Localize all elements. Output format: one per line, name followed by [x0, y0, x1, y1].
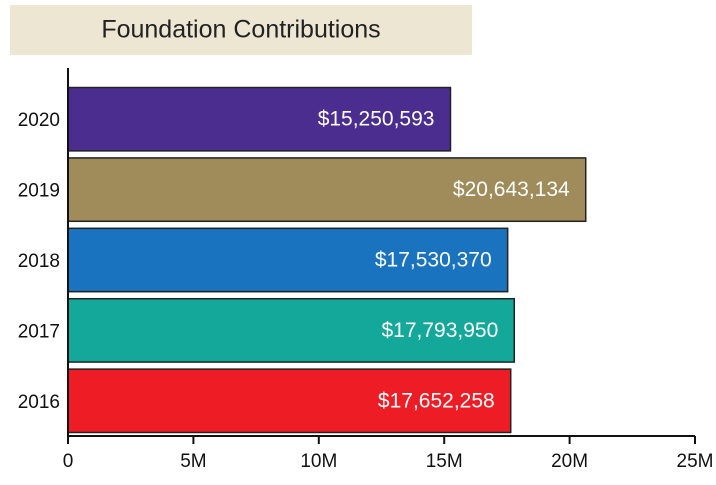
y-tick-label: 2017: [18, 321, 60, 342]
bar: [67, 368, 512, 434]
x-tick-label: 15M: [426, 451, 463, 472]
x-tick-label: 25M: [677, 451, 714, 472]
bar: [67, 86, 452, 152]
data-label: $15,250,593: [318, 108, 435, 131]
y-tick-label: 2016: [18, 392, 60, 413]
x-tick-label: 5M: [180, 451, 206, 472]
bar: [67, 157, 587, 223]
data-label: $17,530,370: [375, 249, 492, 272]
data-label: $17,652,258: [378, 389, 495, 412]
y-tick-label: 2019: [18, 181, 60, 202]
x-tick-label: 20M: [551, 451, 588, 472]
y-tick-label: 2018: [18, 251, 60, 272]
bar: [67, 227, 509, 293]
x-tick-label: 10M: [300, 451, 337, 472]
x-tick-label: 0: [63, 451, 74, 472]
bar: [67, 297, 516, 363]
data-label: $17,793,950: [381, 319, 498, 342]
chart-title: Foundation Contributions: [101, 16, 380, 44]
title-box: [10, 5, 472, 55]
data-label: $20,643,134: [453, 178, 570, 201]
y-tick-label: 2020: [18, 110, 60, 131]
